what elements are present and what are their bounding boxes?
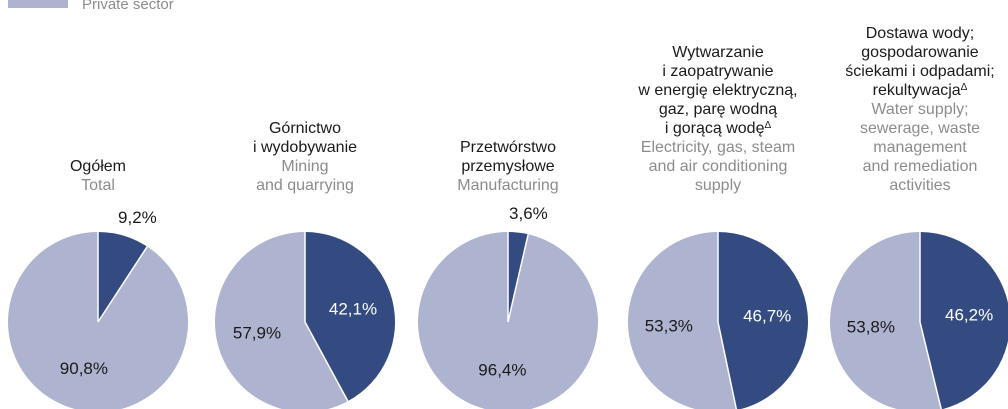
data-label-public: 3,6% bbox=[509, 204, 548, 223]
chart-title-3: Przetwórstwo przemysłowe Manufacturing bbox=[457, 139, 559, 194]
slice-separator bbox=[919, 321, 942, 409]
slice-separator bbox=[304, 321, 349, 402]
slice-separator bbox=[97, 246, 148, 323]
legend-label-private: Private sector bbox=[82, 0, 174, 13]
pie-slice-public bbox=[98, 232, 148, 322]
data-label-public: 42,1% bbox=[329, 299, 377, 318]
pie-slice-private bbox=[215, 232, 348, 409]
slice-separator bbox=[507, 234, 529, 323]
delta-mark: Δ bbox=[764, 120, 772, 131]
data-label-private: 53,8% bbox=[847, 317, 895, 336]
pie-slice-public bbox=[305, 232, 396, 402]
data-label-private: 96,4% bbox=[478, 361, 526, 380]
pie-slice-private bbox=[628, 232, 737, 409]
pie-slice-public bbox=[718, 232, 808, 409]
chart-title-1: Ogółem Total bbox=[69, 158, 127, 194]
chart-title-2: Górnictwo i wydobywanie Mining and quarryin… bbox=[252, 120, 358, 194]
data-label-public: 46,7% bbox=[743, 306, 791, 325]
data-label-public: 46,2% bbox=[945, 306, 993, 325]
legend-swatch-private bbox=[8, 0, 68, 8]
data-label-private: 90,8% bbox=[60, 359, 108, 378]
data-label-private: 53,3% bbox=[645, 317, 693, 336]
data-label-public: 9,2% bbox=[118, 208, 157, 227]
slice-separator bbox=[717, 321, 738, 409]
pie-slice-public bbox=[920, 232, 1008, 409]
data-label-private: 57,9% bbox=[233, 324, 281, 343]
chart-title-4: Wytwarzanie i zaopatrywanie w energię elek… bbox=[638, 44, 798, 194]
delta-mark: Δ bbox=[960, 82, 968, 93]
chart-title-5: Dostawa wody; gospodarowanie ściekami i od… bbox=[845, 25, 995, 194]
pie-slice-private bbox=[830, 232, 942, 409]
